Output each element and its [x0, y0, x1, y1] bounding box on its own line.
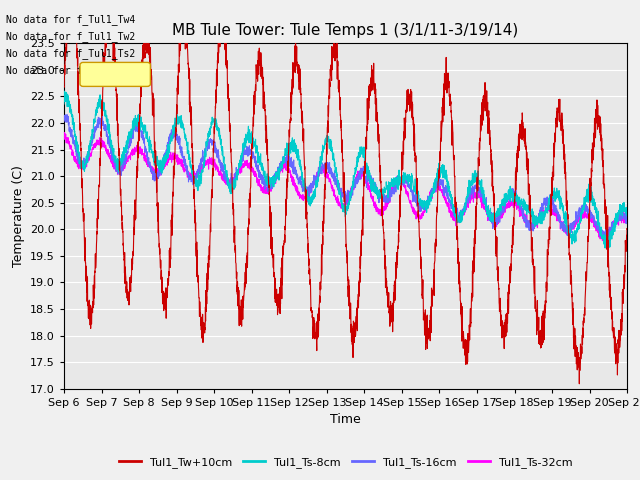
Text: No data for f_Tul1_Tule: No data for f_Tul1_Tule — [6, 65, 141, 76]
Y-axis label: Temperature (C): Temperature (C) — [12, 165, 24, 267]
Text: No data for f_Tul1_Tw2: No data for f_Tul1_Tw2 — [6, 31, 136, 42]
Title: MB Tule Tower: Tule Temps 1 (3/1/11-3/19/14): MB Tule Tower: Tule Temps 1 (3/1/11-3/19… — [172, 23, 519, 38]
Legend: Tul1_Tw+10cm, Tul1_Ts-8cm, Tul1_Ts-16cm, Tul1_Ts-32cm: Tul1_Tw+10cm, Tul1_Ts-8cm, Tul1_Ts-16cm,… — [115, 452, 577, 472]
Text: MB Tule: MB Tule — [86, 71, 129, 80]
X-axis label: Time: Time — [330, 413, 361, 426]
Text: No data for f_Tul1_Tw4: No data for f_Tul1_Tw4 — [6, 14, 136, 25]
Text: No data for f_Tul1_Ts2: No data for f_Tul1_Ts2 — [6, 48, 136, 59]
